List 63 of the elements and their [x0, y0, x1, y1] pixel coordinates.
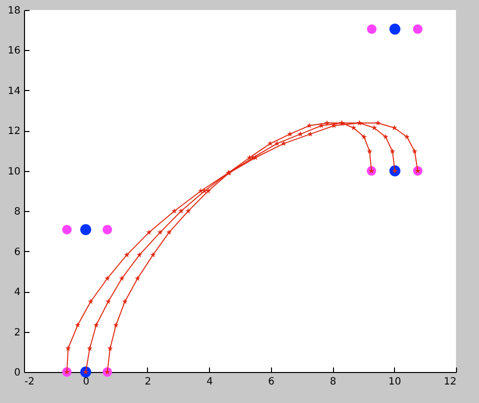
point	[146, 229, 152, 235]
point	[185, 208, 191, 214]
point	[178, 208, 184, 214]
point	[382, 134, 388, 140]
x-tick-label: 0	[83, 376, 90, 388]
x-tick-label: 2	[144, 376, 152, 388]
y-tick-label: 12	[8, 126, 20, 138]
x-tick-label: 4	[206, 376, 213, 388]
x-tick-label: 10	[388, 376, 402, 388]
point	[267, 140, 274, 146]
point	[80, 224, 92, 236]
y-tick-label: 0	[14, 368, 20, 378]
point	[389, 24, 400, 35]
point	[308, 131, 314, 136]
point	[134, 276, 140, 281]
point	[124, 252, 130, 258]
point	[274, 140, 280, 146]
point	[366, 148, 372, 154]
x-tick-label: -2	[24, 376, 34, 388]
point	[119, 276, 125, 281]
point	[104, 276, 110, 281]
point	[287, 131, 293, 136]
y-tick-label: 6	[14, 246, 20, 258]
point	[150, 252, 156, 258]
point	[62, 224, 72, 234]
y-tick-label: 8	[14, 206, 20, 218]
point	[65, 346, 71, 351]
x-tick-label: 12	[444, 376, 456, 388]
y-tick-label: 10	[8, 166, 20, 178]
y-tick-label: 16	[8, 46, 20, 57]
point	[74, 322, 80, 328]
point	[375, 120, 381, 126]
point	[105, 298, 112, 304]
point	[350, 124, 356, 130]
point	[412, 24, 422, 34]
y-tick-label: 18	[8, 6, 20, 16]
point	[391, 124, 398, 130]
point	[318, 122, 324, 128]
point	[113, 322, 119, 328]
point	[198, 188, 204, 194]
point	[324, 120, 330, 126]
point	[404, 134, 410, 140]
point	[412, 148, 418, 154]
point	[157, 229, 163, 235]
point	[86, 346, 93, 351]
point	[306, 122, 312, 128]
point	[107, 346, 113, 351]
y-tick-label: 14	[8, 86, 20, 97]
point	[93, 322, 100, 328]
point	[367, 24, 377, 34]
point	[298, 131, 304, 136]
point	[361, 134, 367, 140]
y-tick-label: 4	[14, 287, 20, 298]
x-tick-label: 6	[268, 376, 275, 388]
point	[136, 252, 142, 258]
point	[390, 148, 396, 154]
point	[102, 224, 112, 234]
x-tick-label: 8	[330, 376, 336, 388]
y-tick-label: 2	[14, 327, 20, 338]
point	[171, 208, 178, 214]
point	[166, 229, 172, 235]
point	[122, 298, 128, 304]
point	[88, 298, 94, 304]
